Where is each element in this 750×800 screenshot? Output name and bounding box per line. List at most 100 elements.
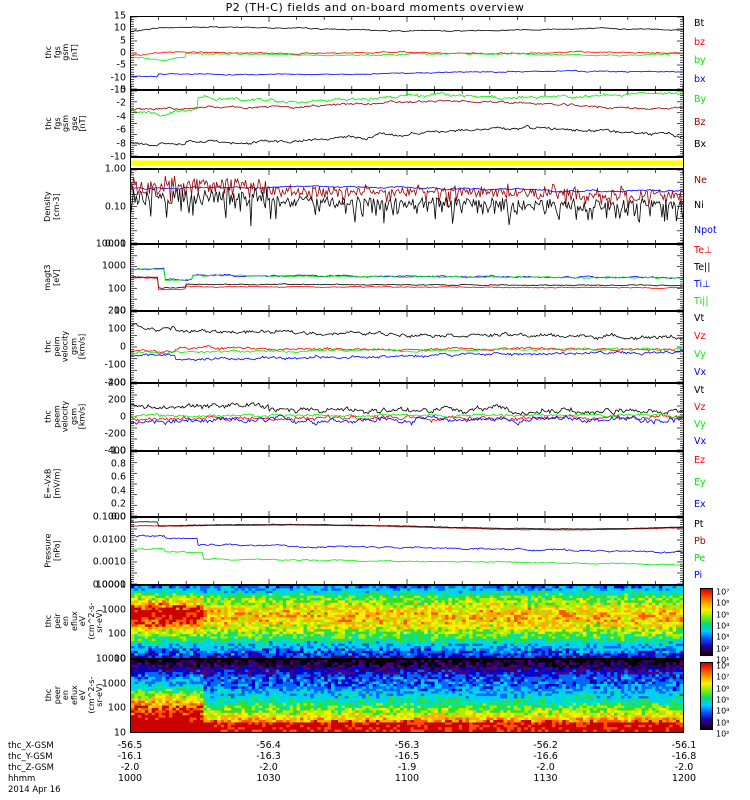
spectrogram-cell (486, 600, 491, 604)
spectrogram-cell (462, 648, 467, 652)
spectrogram-cell (369, 643, 374, 647)
spectrogram-cell (251, 629, 256, 633)
spectrogram-cell (200, 619, 205, 623)
spectrogram-cell (196, 643, 201, 647)
spectrogram-cell (334, 588, 339, 592)
spectrogram-cell (255, 617, 260, 621)
spectrogram-cell (465, 641, 470, 645)
panel-plot-area-pressure (131, 518, 683, 584)
spectrogram-cell (168, 614, 173, 618)
spectrogram-cell (255, 653, 260, 657)
spectrogram-cell (151, 648, 156, 652)
spectrogram-cell (503, 588, 508, 592)
spectrogram-cell (382, 622, 387, 625)
spectrogram-cell (382, 602, 387, 606)
spectrogram-cell (131, 646, 136, 649)
spectrogram-cell (155, 634, 160, 637)
spectrogram-cell (348, 598, 353, 601)
spectrogram-cell (558, 600, 563, 604)
spectrogram-cell (317, 629, 322, 633)
spectrogram-cell (248, 600, 253, 604)
spectrogram-cell (162, 607, 167, 611)
spectrogram-cell (224, 641, 229, 645)
spectrogram-cell (286, 588, 291, 592)
spectrogram-cell (282, 631, 287, 635)
spectrogram-cell (438, 641, 443, 645)
spectrogram-cell (469, 641, 474, 645)
spectrogram-cell (262, 617, 267, 621)
spectrogram-cell (158, 646, 163, 649)
spectrogram-cell (306, 605, 311, 609)
spectrogram-cell (493, 622, 498, 625)
spectrogram-cell (217, 629, 222, 633)
spectrogram-cell (220, 636, 225, 640)
spectrogram-cell (296, 641, 301, 645)
spectrogram-cell (396, 612, 401, 616)
spectrogram-cell (565, 634, 570, 637)
spectrogram-cell (255, 612, 260, 616)
spectrogram-cell (458, 622, 463, 625)
spectrogram-cell (524, 610, 529, 613)
spectrogram-cell (344, 626, 349, 630)
spectrogram-cell (310, 638, 315, 642)
spectrogram-cell (296, 619, 301, 623)
spectrogram-cell (545, 605, 550, 609)
data-trace (131, 91, 683, 117)
spectrogram-cell (565, 636, 570, 640)
spectrogram-cell (548, 638, 553, 642)
spectrogram-cell (168, 600, 173, 604)
spectrogram-cell (151, 598, 156, 601)
spectrogram-cell (203, 598, 208, 601)
spectrogram-cell (144, 631, 149, 635)
data-trace (131, 69, 683, 78)
spectrogram-cell (282, 614, 287, 618)
spectrogram-cell (507, 593, 512, 597)
spectrogram-cell (334, 634, 339, 637)
spectrogram-cell (165, 600, 170, 604)
spectrogram-cell (434, 636, 439, 640)
spectrogram-cell (282, 586, 287, 589)
spectrogram-cell (396, 634, 401, 637)
spectrogram-cell (451, 638, 456, 642)
spectrogram-cell (434, 641, 439, 645)
spectrogram-cell (500, 629, 505, 633)
spectrogram-cell (538, 650, 543, 654)
spectrogram-cell (562, 590, 567, 594)
spectrogram-cell (393, 605, 398, 609)
spectrogram-cell (407, 636, 412, 640)
spectrogram-cell (351, 646, 356, 649)
spectrogram-cell (365, 638, 370, 642)
spectrogram-cell (558, 614, 563, 618)
spectrogram-cell (189, 638, 194, 642)
spectrogram-cell (582, 600, 587, 604)
spectrogram-cell (562, 648, 567, 652)
spectrogram-cell (227, 626, 232, 630)
spectrogram-cell (144, 607, 149, 611)
spectrogram-cell (582, 629, 587, 633)
spectrogram-cell (510, 641, 515, 645)
spectrogram-cell (327, 595, 332, 599)
spectrogram-cell (534, 643, 539, 647)
spectrogram-cell (582, 610, 587, 613)
spectrogram-cell (382, 610, 387, 613)
spectrogram-cell (541, 653, 546, 657)
spectrogram-cell (424, 634, 429, 637)
spectrogram-cell (258, 626, 263, 630)
spectrogram-cell (341, 588, 346, 592)
spectrogram-cell (341, 636, 346, 640)
spectrogram-cell (510, 595, 515, 599)
spectrogram-cell (224, 631, 229, 635)
spectrogram-cell (420, 624, 425, 628)
spectrogram-cell (375, 648, 380, 652)
spectrogram-cell (296, 653, 301, 657)
spectrogram-cell (165, 646, 170, 649)
spectrogram-cell (258, 598, 263, 601)
data-trace (131, 413, 683, 419)
spectrogram-cell (269, 602, 274, 606)
spectrogram-cell (348, 631, 353, 635)
spectrogram-cell (241, 648, 246, 652)
spectrogram-cell (462, 619, 467, 623)
spectrogram-cell (275, 610, 280, 613)
spectrogram-cell (413, 629, 418, 633)
spectrogram-cell (151, 619, 156, 623)
